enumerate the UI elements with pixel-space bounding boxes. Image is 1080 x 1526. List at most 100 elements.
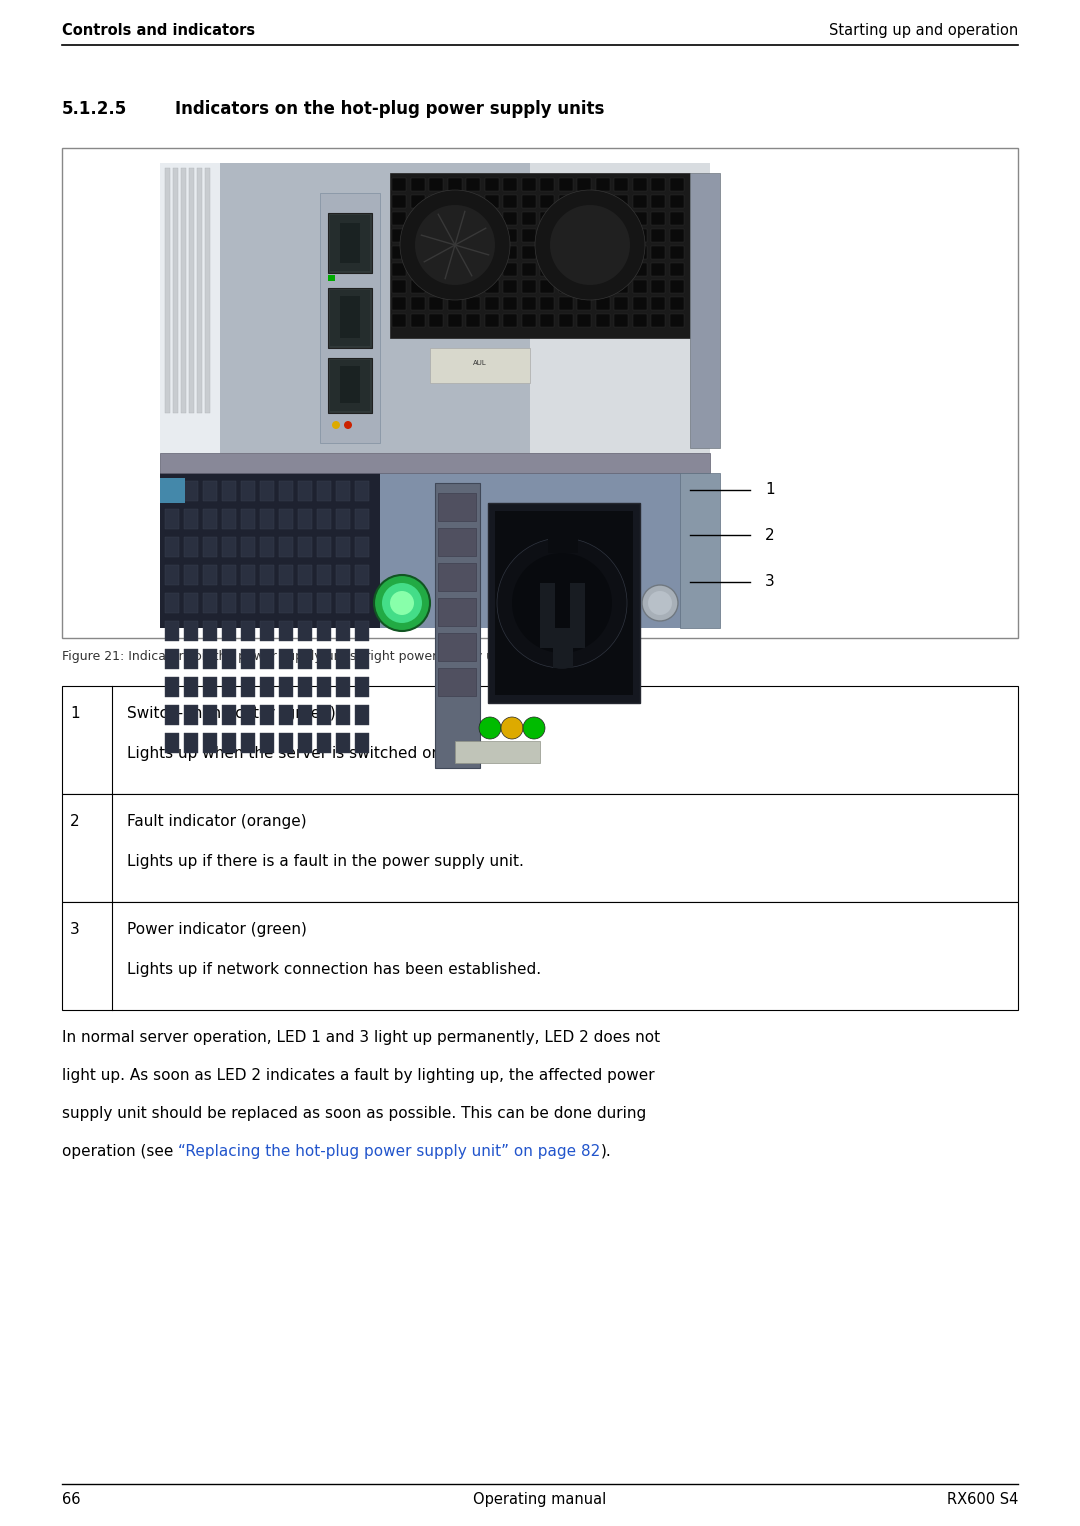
- Bar: [577, 179, 591, 191]
- Bar: [670, 229, 684, 243]
- Bar: [318, 537, 330, 557]
- Bar: [298, 594, 312, 613]
- Bar: [540, 279, 554, 293]
- Circle shape: [512, 552, 612, 653]
- Text: Starting up and operation: Starting up and operation: [828, 23, 1018, 38]
- Bar: [203, 621, 217, 641]
- Bar: [165, 678, 179, 697]
- Bar: [615, 229, 627, 243]
- Bar: [328, 288, 372, 348]
- Bar: [540, 179, 554, 191]
- Circle shape: [505, 720, 519, 736]
- Bar: [203, 481, 217, 501]
- Bar: [184, 510, 198, 530]
- Bar: [241, 649, 255, 668]
- Bar: [522, 298, 536, 310]
- Bar: [160, 163, 220, 629]
- Bar: [173, 168, 178, 414]
- Bar: [577, 298, 591, 310]
- Bar: [260, 565, 274, 584]
- Bar: [577, 229, 591, 243]
- Bar: [62, 148, 1018, 638]
- Bar: [447, 229, 461, 243]
- Bar: [241, 481, 255, 501]
- Bar: [633, 195, 647, 208]
- Bar: [522, 246, 536, 259]
- Bar: [336, 481, 350, 501]
- Bar: [160, 453, 710, 473]
- Bar: [298, 705, 312, 725]
- Bar: [165, 705, 179, 725]
- Bar: [241, 621, 255, 641]
- Bar: [465, 195, 480, 208]
- Bar: [447, 279, 461, 293]
- Bar: [485, 314, 499, 327]
- Bar: [355, 510, 369, 530]
- Bar: [222, 705, 237, 725]
- Bar: [203, 732, 217, 752]
- Bar: [522, 212, 536, 224]
- Bar: [260, 649, 274, 668]
- Text: RX600 S4: RX600 S4: [947, 1492, 1018, 1508]
- Bar: [447, 195, 461, 208]
- Bar: [410, 246, 424, 259]
- Bar: [160, 473, 380, 629]
- Bar: [633, 314, 647, 327]
- Bar: [447, 246, 461, 259]
- Bar: [320, 192, 380, 443]
- Circle shape: [374, 575, 430, 630]
- Bar: [485, 212, 499, 224]
- Bar: [279, 537, 293, 557]
- Bar: [241, 565, 255, 584]
- Bar: [503, 195, 517, 208]
- Bar: [577, 212, 591, 224]
- Bar: [222, 510, 237, 530]
- Bar: [670, 262, 684, 276]
- Bar: [670, 179, 684, 191]
- Text: Lights up when the server is switched on.: Lights up when the server is switched on…: [127, 746, 446, 761]
- Text: 1: 1: [70, 707, 80, 720]
- Bar: [430, 348, 530, 383]
- Bar: [558, 246, 572, 259]
- Bar: [690, 172, 720, 449]
- Bar: [651, 179, 665, 191]
- Circle shape: [480, 717, 501, 739]
- Text: ).: ).: [600, 1144, 611, 1160]
- Text: AUL: AUL: [473, 360, 487, 366]
- Bar: [184, 594, 198, 613]
- Bar: [488, 504, 640, 703]
- Bar: [355, 705, 369, 725]
- Bar: [260, 537, 274, 557]
- Text: 3: 3: [70, 922, 80, 937]
- Bar: [318, 621, 330, 641]
- Bar: [241, 732, 255, 752]
- Bar: [670, 246, 684, 259]
- Bar: [615, 179, 627, 191]
- Bar: [633, 179, 647, 191]
- Bar: [522, 229, 536, 243]
- Bar: [328, 214, 372, 273]
- Bar: [260, 678, 274, 697]
- Bar: [279, 594, 293, 613]
- Bar: [203, 678, 217, 697]
- Bar: [279, 649, 293, 668]
- Bar: [670, 195, 684, 208]
- Bar: [318, 732, 330, 752]
- Bar: [522, 179, 536, 191]
- Bar: [615, 279, 627, 293]
- Bar: [222, 594, 237, 613]
- Bar: [241, 705, 255, 725]
- Bar: [522, 314, 536, 327]
- Bar: [615, 212, 627, 224]
- Bar: [318, 649, 330, 668]
- Bar: [438, 668, 476, 696]
- Bar: [197, 168, 202, 414]
- Bar: [392, 179, 406, 191]
- Bar: [438, 633, 476, 661]
- Bar: [670, 212, 684, 224]
- Bar: [595, 195, 609, 208]
- Bar: [447, 314, 461, 327]
- Bar: [222, 565, 237, 584]
- Text: 2: 2: [765, 528, 774, 543]
- Bar: [651, 229, 665, 243]
